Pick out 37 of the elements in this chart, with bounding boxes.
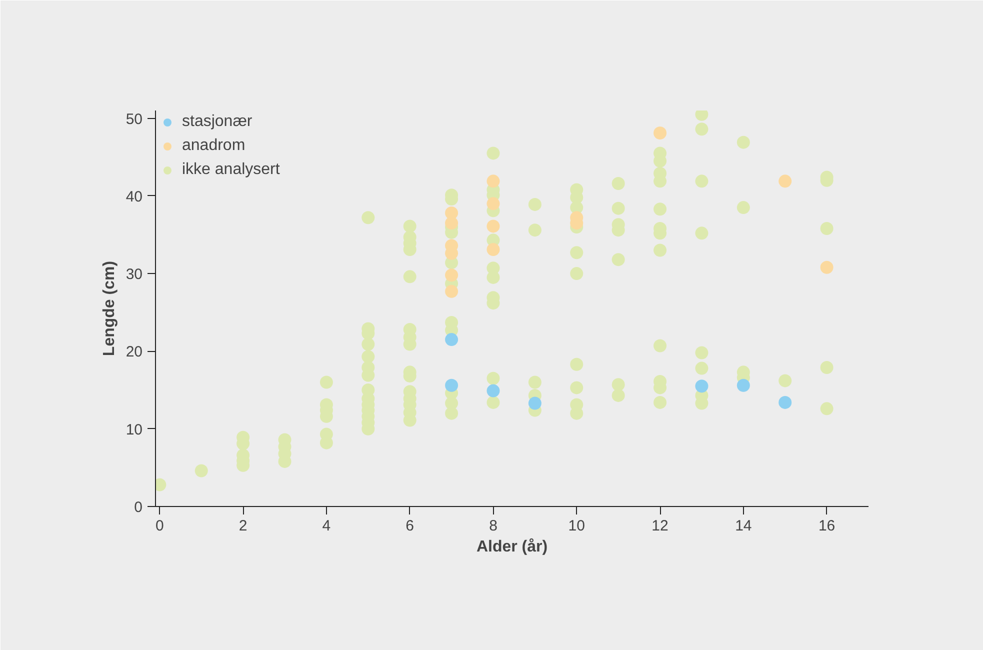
y-tick-label: 10 <box>126 421 143 438</box>
x-tick-label: 12 <box>652 518 668 534</box>
point <box>445 268 458 282</box>
point <box>736 378 750 392</box>
y-tick-label: 30 <box>126 266 143 284</box>
x-tick-label: 14 <box>735 518 752 534</box>
legend-label: anadrom <box>182 137 246 155</box>
point <box>528 396 542 410</box>
point <box>486 243 500 256</box>
point <box>445 378 458 392</box>
x-tick-label: 8 <box>489 518 498 534</box>
y-axis-title: Lengde (cm) <box>100 260 118 356</box>
point <box>778 174 792 188</box>
x-tick-label: 16 <box>818 518 836 534</box>
point <box>778 396 792 409</box>
legend-label: stasjonær <box>182 113 252 131</box>
x-tick-label: 10 <box>568 518 585 534</box>
y-tick-label: 50 <box>126 110 143 128</box>
x-tick-label: 2 <box>238 518 248 534</box>
y-tick-label: 0 <box>134 499 142 516</box>
point <box>445 333 458 346</box>
point <box>820 260 834 274</box>
x-tick-label: 0 <box>156 518 164 534</box>
x-tick-label: 4 <box>322 518 331 534</box>
legend-label: ikke analysert <box>182 161 280 179</box>
point <box>486 220 500 233</box>
point <box>486 384 500 398</box>
point <box>445 284 458 298</box>
point <box>445 216 458 230</box>
point <box>486 174 500 188</box>
point <box>486 197 500 210</box>
y-tick-label: 40 <box>126 188 143 206</box>
x-tick-label: 6 <box>406 518 414 534</box>
y-tick-label: 20 <box>126 344 143 361</box>
x-axis-title: Alder (år) <box>476 538 548 556</box>
point <box>654 126 667 140</box>
point <box>695 380 708 393</box>
